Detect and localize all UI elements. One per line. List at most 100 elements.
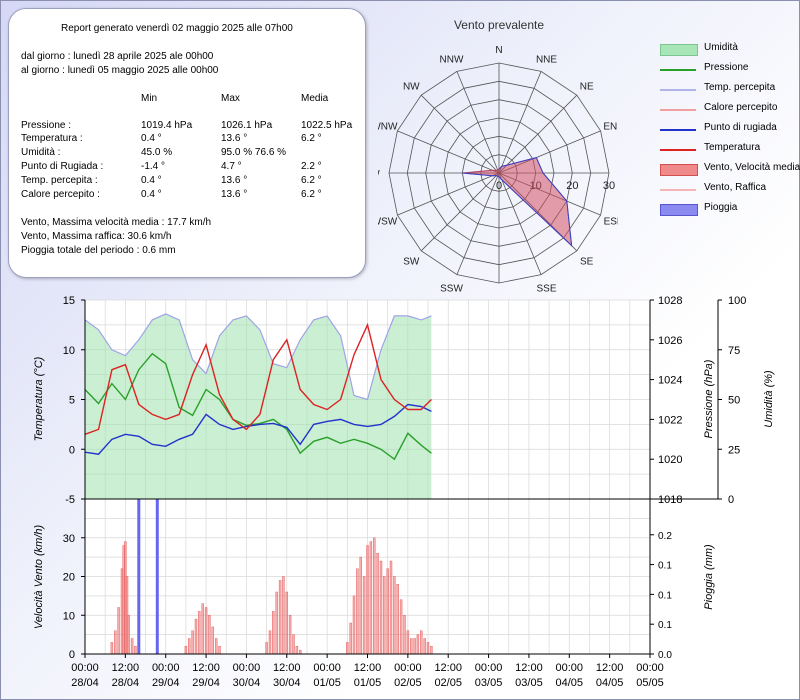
chart-axes: 151050-510281026102410221020101810075502…	[33, 295, 775, 689]
x-date-label: 04/05	[556, 677, 584, 689]
x-tick-label: 12:00	[112, 662, 140, 674]
row-max: 1026.1 hPa	[221, 120, 273, 131]
wind-bar	[346, 642, 349, 655]
y3-tick-label: 100	[728, 295, 746, 307]
rain-tick-label: 0.1	[658, 590, 672, 601]
y2-tick-label: 1026	[658, 335, 682, 347]
rain-tick-label: 0.2	[658, 531, 672, 542]
legend-swatch	[660, 149, 696, 151]
x-date-label: 01/05	[354, 677, 382, 689]
time-series-chart: 151050-510281026102410221020101810075502…	[33, 295, 775, 689]
wind-bar	[295, 646, 299, 655]
row-max: 13.6 °	[221, 175, 248, 186]
x-date-label: 04/05	[596, 677, 624, 689]
y-tick-label: 5	[69, 395, 75, 407]
legend-label: Pressione	[704, 62, 749, 73]
wind-bar	[114, 630, 117, 655]
x-date-label: 01/05	[313, 677, 341, 689]
wind-bar	[386, 568, 389, 655]
x-tick-label: 00:00	[394, 662, 422, 674]
wind-rose-direction-label: SW	[403, 257, 420, 268]
x-tick-label: 00:00	[152, 662, 180, 674]
wind-bar	[191, 630, 194, 655]
row-min: 0.4 °	[141, 189, 162, 200]
row-min: 1019.4 hPa	[141, 120, 193, 131]
y-tick-label: -5	[65, 494, 75, 506]
wind-rose-spoke	[456, 172, 500, 275]
wind-bar	[356, 568, 359, 655]
x-date-label: 30/04	[233, 677, 261, 689]
wind-rose-spoke	[397, 172, 500, 216]
col-min-header: Min	[141, 93, 158, 104]
x-tick-label: 12:00	[273, 662, 301, 674]
row-min: 45.0 %	[141, 147, 173, 158]
wind-rose-spoke	[498, 172, 542, 275]
wind-rose-tick-label: 30	[603, 180, 615, 192]
wind-avg-max: Vento, Massima velocità media : 17.7 km/…	[21, 217, 212, 228]
legend-swatch	[660, 109, 696, 111]
y3-tick-label: 50	[728, 395, 740, 407]
y2-tick-label: 1018	[658, 494, 682, 506]
x-tick-label: 12:00	[192, 662, 220, 674]
legend-swatch	[660, 164, 698, 176]
wind-rose-title: Vento prevalente	[454, 18, 544, 32]
y3-tick-label: 0	[728, 494, 734, 506]
humidity-area	[85, 313, 432, 499]
legend-label: Temp. percepita	[704, 82, 776, 93]
wind-bar	[130, 638, 134, 655]
row-label: Umidità :	[21, 147, 61, 158]
wind-bar	[383, 576, 386, 655]
temperature-axis-title: Temperatura (°C)	[33, 356, 45, 441]
wind-rose-direction-label: SSW	[440, 284, 463, 292]
wind-rose-spoke	[420, 94, 500, 174]
wind-bar	[218, 646, 221, 655]
wind-rose-direction-label: SSE	[536, 284, 556, 292]
legend-label: Umidità	[704, 42, 738, 53]
wind-rose-spoke	[420, 172, 500, 252]
wind-bar	[282, 576, 285, 655]
wind-bar	[399, 599, 403, 655]
legend-label: Calore percepito	[704, 102, 778, 113]
wind-bar	[265, 642, 268, 655]
wind-bar	[299, 649, 302, 655]
row-min: -1.4 °	[141, 161, 166, 172]
chart-series	[84, 313, 433, 655]
wind-bar	[288, 615, 292, 655]
y2-tick-label: 1020	[658, 454, 682, 466]
wind-tick-label: 20	[63, 572, 75, 584]
wind-rose-spoke	[498, 94, 578, 174]
wind-bar	[396, 584, 399, 655]
rain-bar	[137, 499, 141, 654]
row-avg: 6.2 °	[301, 189, 322, 200]
x-date-label: 29/04	[152, 677, 180, 689]
legend-swatch	[660, 69, 696, 71]
date-to: al giorno : lunedì 05 maggio 2025 alle 0…	[21, 65, 219, 76]
wind-rose-direction-label: ESE	[604, 217, 618, 228]
x-tick-label: 00:00	[233, 662, 261, 674]
wind-rose-direction-label: ENE	[603, 122, 618, 133]
wind-bar	[416, 634, 420, 655]
wind-bar	[188, 638, 191, 655]
x-date-label: 29/04	[192, 677, 220, 689]
wind-bar	[278, 580, 282, 655]
x-tick-label: 12:00	[515, 662, 543, 674]
wind-bar	[362, 576, 366, 655]
pressure-axis-title: Pressione (hPa)	[703, 359, 715, 438]
legend-swatch	[660, 189, 696, 191]
y-tick-label: 0	[69, 444, 75, 456]
rain-bar	[155, 499, 159, 654]
wind-bar	[373, 537, 376, 655]
legend-swatch	[660, 44, 698, 56]
legend-label: Vento, Raffica	[704, 182, 767, 193]
dew-point-line	[84, 403, 432, 455]
row-label: Pressione :	[21, 120, 72, 131]
wind-bar	[208, 615, 211, 655]
x-tick-label: 00:00	[556, 662, 584, 674]
wind-bar	[430, 646, 433, 655]
wind-rose-direction-label: SE	[580, 257, 594, 268]
wind-bar	[204, 607, 208, 655]
wind-bar	[413, 638, 416, 655]
wind-bar	[272, 611, 275, 655]
wind-bar	[275, 591, 278, 655]
legend-label: Pioggia	[704, 202, 738, 213]
